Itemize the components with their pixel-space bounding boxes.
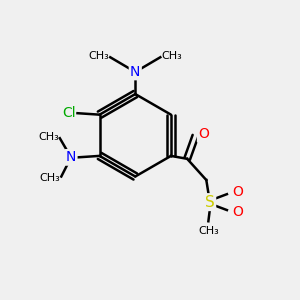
Text: CH₃: CH₃ [161,51,182,61]
Text: N: N [66,150,76,164]
Text: O: O [233,185,244,199]
Text: CH₃: CH₃ [38,132,59,142]
Text: Cl: Cl [62,106,76,120]
Text: S: S [205,195,215,210]
Text: N: N [130,65,140,79]
Text: O: O [233,206,244,219]
Text: CH₃: CH₃ [198,226,219,236]
Text: CH₃: CH₃ [89,51,110,61]
Text: O: O [198,128,209,141]
Text: CH₃: CH₃ [40,173,61,183]
